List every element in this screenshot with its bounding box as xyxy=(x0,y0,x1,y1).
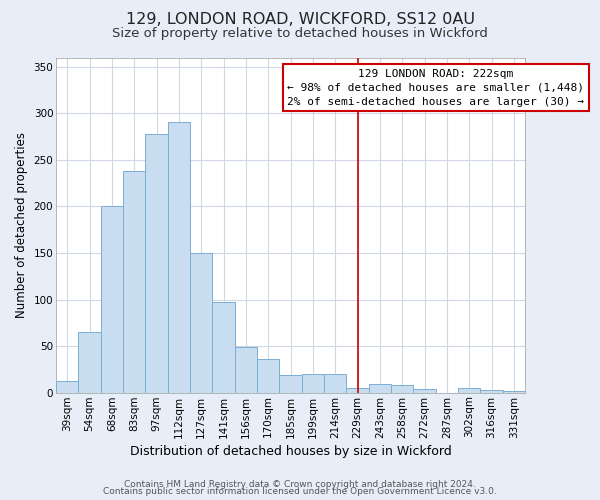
Bar xyxy=(391,385,413,392)
Bar xyxy=(101,206,123,392)
Bar xyxy=(235,347,257,393)
Bar xyxy=(190,253,212,392)
Bar xyxy=(346,388,369,392)
Bar xyxy=(56,380,79,392)
X-axis label: Distribution of detached houses by size in Wickford: Distribution of detached houses by size … xyxy=(130,444,451,458)
Bar xyxy=(79,332,101,392)
Text: 129 LONDON ROAD: 222sqm
← 98% of detached houses are smaller (1,448)
2% of semi-: 129 LONDON ROAD: 222sqm ← 98% of detache… xyxy=(287,68,584,106)
Text: 129, LONDON ROAD, WICKFORD, SS12 0AU: 129, LONDON ROAD, WICKFORD, SS12 0AU xyxy=(125,12,475,28)
Bar xyxy=(503,391,525,392)
Text: Contains public sector information licensed under the Open Government Licence v3: Contains public sector information licen… xyxy=(103,487,497,496)
Y-axis label: Number of detached properties: Number of detached properties xyxy=(15,132,28,318)
Bar xyxy=(168,122,190,392)
Bar xyxy=(324,374,346,392)
Bar xyxy=(302,374,324,392)
Bar xyxy=(458,388,481,392)
Text: Contains HM Land Registry data © Crown copyright and database right 2024.: Contains HM Land Registry data © Crown c… xyxy=(124,480,476,489)
Bar xyxy=(481,390,503,392)
Bar xyxy=(413,389,436,392)
Bar xyxy=(145,134,168,392)
Bar xyxy=(280,375,302,392)
Text: Size of property relative to detached houses in Wickford: Size of property relative to detached ho… xyxy=(112,28,488,40)
Bar xyxy=(212,302,235,392)
Bar xyxy=(369,384,391,392)
Bar xyxy=(257,359,280,392)
Bar xyxy=(123,171,145,392)
